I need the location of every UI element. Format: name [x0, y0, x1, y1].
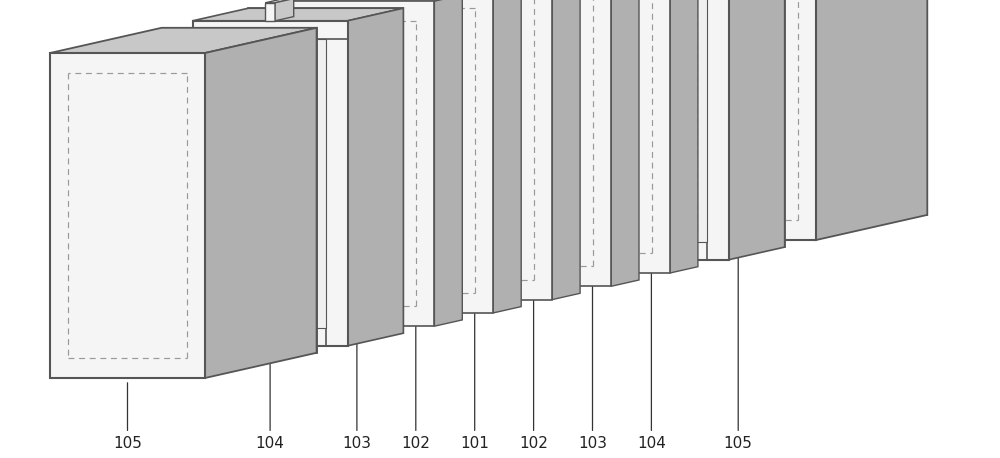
Polygon shape	[397, 0, 552, 300]
Polygon shape	[248, 8, 403, 333]
Text: 100: 100	[0, 457, 1, 458]
Polygon shape	[670, 0, 698, 273]
Polygon shape	[50, 28, 317, 53]
Polygon shape	[215, 39, 326, 328]
Polygon shape	[338, 0, 493, 313]
Polygon shape	[772, 0, 927, 215]
Polygon shape	[611, 0, 639, 286]
Polygon shape	[661, 0, 816, 240]
Text: 105: 105	[724, 245, 753, 451]
Polygon shape	[205, 28, 317, 378]
Text: 102: 102	[519, 291, 548, 451]
Polygon shape	[574, 242, 729, 260]
Polygon shape	[50, 53, 205, 378]
Polygon shape	[493, 0, 521, 313]
Text: 102: 102	[401, 318, 430, 451]
Polygon shape	[193, 21, 215, 346]
Polygon shape	[348, 8, 403, 346]
Polygon shape	[265, 0, 294, 3]
Polygon shape	[162, 28, 317, 353]
Polygon shape	[574, 0, 596, 260]
Polygon shape	[279, 1, 434, 326]
Polygon shape	[552, 0, 580, 300]
Text: 105: 105	[113, 383, 142, 451]
Text: 101: 101	[460, 305, 489, 451]
Polygon shape	[193, 8, 403, 21]
Polygon shape	[326, 21, 348, 346]
Polygon shape	[456, 0, 611, 286]
Polygon shape	[816, 0, 927, 240]
Polygon shape	[596, 0, 707, 242]
Polygon shape	[193, 328, 348, 346]
Text: 104: 104	[637, 264, 666, 451]
Polygon shape	[515, 0, 670, 273]
Polygon shape	[707, 0, 729, 260]
Polygon shape	[193, 21, 348, 39]
Polygon shape	[265, 3, 275, 21]
Text: 103: 103	[342, 331, 371, 451]
Polygon shape	[434, 0, 462, 326]
Polygon shape	[729, 0, 785, 260]
Text: 104: 104	[256, 350, 285, 451]
Polygon shape	[275, 0, 294, 21]
Polygon shape	[630, 0, 785, 247]
Text: 103: 103	[578, 278, 607, 451]
Polygon shape	[279, 0, 462, 1]
